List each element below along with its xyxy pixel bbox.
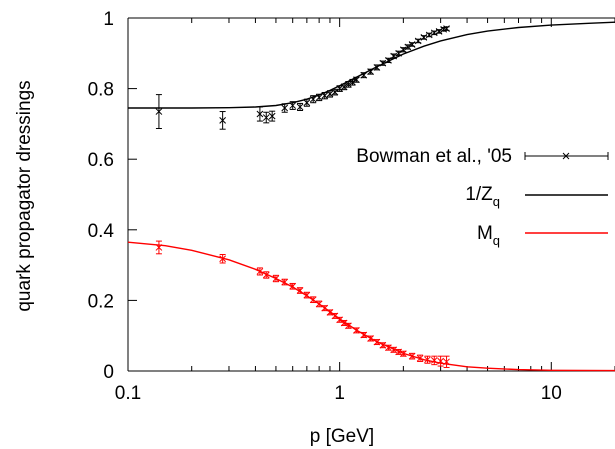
point-marker: [262, 114, 270, 121]
point-marker: [414, 37, 422, 45]
legend: Bowman et al., '05 1/Zq Mq: [356, 146, 609, 248]
plot-area: [127, 21, 615, 372]
point-marker: [262, 271, 270, 279]
data-point: [155, 94, 163, 129]
point-marker: [408, 41, 416, 48]
point-marker: [219, 117, 226, 124]
data-point: [435, 28, 443, 35]
y-axis: 0 0.2 0.4 0.6 0.8 1: [88, 9, 137, 383]
plot-frame: [127, 17, 615, 372]
point-marker: [353, 76, 360, 84]
point-marker: [256, 110, 264, 118]
x-axis: 0.1 1 10: [115, 18, 615, 404]
point-marker: [404, 43, 412, 51]
point-marker: [155, 108, 163, 115]
legend-label-bowman: Bowman et al., '05: [356, 146, 512, 167]
data-point: [219, 111, 226, 130]
x-tick-label: 0.1: [115, 383, 141, 404]
data-point: [414, 37, 422, 45]
point-marker: [340, 83, 348, 91]
legend-label-mq-main: M: [477, 223, 493, 244]
x-axis-title: p [GeV]: [310, 426, 374, 447]
point-marker: [345, 322, 352, 330]
point-marker: [430, 29, 438, 37]
point-marker: [331, 88, 339, 96]
point-marker: [349, 78, 356, 86]
point-marker: [289, 102, 297, 109]
data-point: [420, 34, 428, 41]
data-point: [404, 43, 412, 51]
point-marker: [443, 25, 450, 32]
data-point: [268, 110, 276, 122]
point-marker: [321, 92, 329, 100]
point-marker: [425, 31, 433, 39]
point-marker: [296, 287, 304, 294]
point-marker: [336, 316, 343, 324]
point-marker: [315, 94, 323, 101]
data-point: [400, 46, 407, 54]
legend-marker: [562, 152, 570, 160]
point-marker: [345, 81, 352, 88]
point-marker: [336, 85, 343, 92]
data-point: [443, 355, 450, 368]
data-point: [331, 88, 339, 96]
y-tick-label: 0.2: [88, 291, 114, 312]
legend-label-mq: Mq: [477, 223, 500, 248]
point-marker: [309, 95, 317, 103]
y-tick-label: 0: [103, 362, 114, 383]
y-tick-label: 0.6: [88, 150, 114, 171]
point-marker: [340, 319, 348, 327]
data-point: [425, 31, 433, 39]
data-point: [296, 102, 304, 111]
data-point: [155, 240, 163, 255]
data-point: [437, 355, 444, 367]
data-point: [256, 106, 264, 122]
data-point: [262, 111, 270, 124]
legend-sample-bowman: [524, 152, 609, 160]
legend-label-mq-sub: q: [493, 233, 500, 248]
data-point: [408, 41, 416, 48]
x-tick-label: 10: [541, 383, 562, 404]
point-marker: [430, 357, 438, 364]
point-marker: [303, 99, 311, 107]
point-marker: [379, 341, 387, 349]
point-marker: [395, 49, 402, 57]
data-point: [430, 355, 438, 366]
x-tick-label: 1: [334, 383, 345, 404]
point-marker: [281, 278, 289, 286]
y-axis-title: quark propagator dressings: [14, 80, 35, 311]
point-marker: [390, 52, 398, 60]
point-marker: [268, 112, 276, 120]
y-tick-label: 0.4: [88, 221, 115, 242]
point-marker: [435, 28, 443, 35]
point-marker: [281, 104, 289, 112]
data-point: [424, 355, 431, 364]
legend-label-zq: 1/Zq: [465, 184, 500, 209]
point-marker: [385, 344, 392, 352]
series-line: [128, 21, 615, 109]
series-line: [127, 241, 615, 372]
y-tick-label: 1: [103, 9, 114, 30]
legend-label-zq-main: 1/Z: [465, 184, 493, 205]
legend-label-zq-sub: q: [493, 194, 500, 209]
data-point: [443, 25, 450, 32]
point-marker: [424, 356, 431, 364]
point-marker: [400, 46, 407, 54]
point-marker: [420, 34, 428, 41]
y-tick-label: 0.8: [88, 80, 114, 101]
point-marker: [326, 90, 334, 98]
point-marker: [296, 103, 304, 111]
